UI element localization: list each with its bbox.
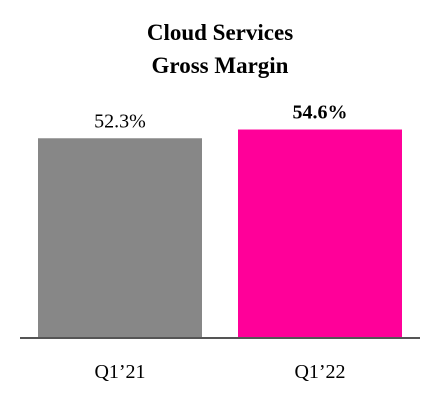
bar-1 xyxy=(38,138,202,337)
chart-title-line-1: Cloud Services xyxy=(147,20,293,45)
value-label-1: 52.3% xyxy=(94,110,146,132)
category-label-1: Q1’21 xyxy=(94,361,145,383)
value-label-2: 54.6% xyxy=(293,102,348,124)
bars-group xyxy=(38,129,402,337)
category-label-2: Q1’22 xyxy=(294,361,345,383)
labels-group: 52.3% Q1’21 54.6% Q1’22 xyxy=(94,102,347,383)
chart-title-line-2: Gross Margin xyxy=(152,53,289,78)
bar-2 xyxy=(238,129,402,337)
